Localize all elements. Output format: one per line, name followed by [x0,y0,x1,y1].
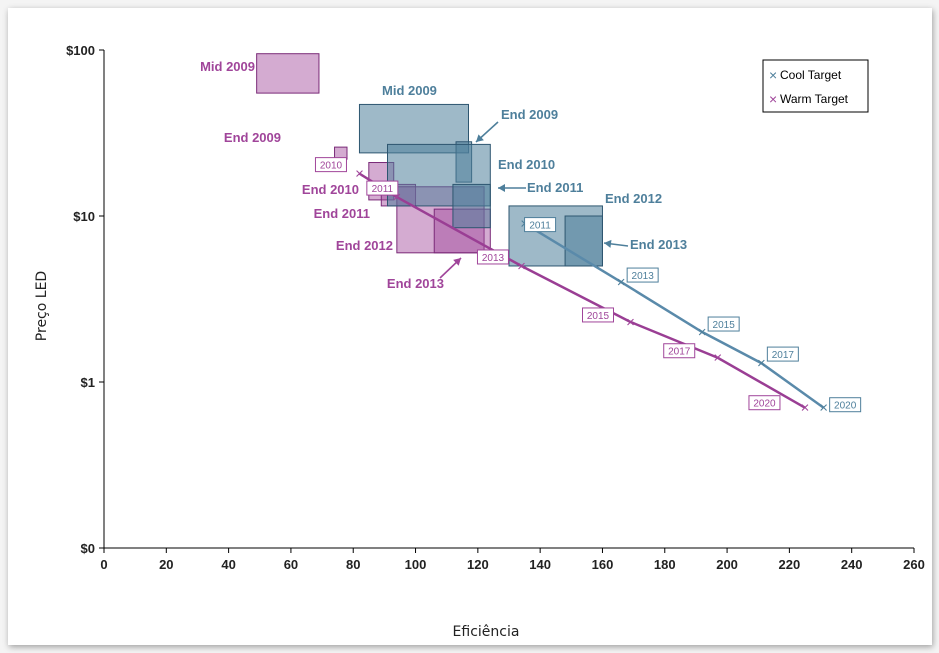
x-tick-label: 80 [346,557,360,572]
box-annotation: End 2010 [498,157,555,172]
box-annotation: End 2012 [605,191,662,206]
year-tag-box [707,316,740,332]
year-tag-label: 2020 [753,399,776,410]
annotation-arrowhead [476,134,484,142]
y-tick-label: $1 [81,375,95,390]
data-box-warm [256,53,320,94]
x-tick-label: 100 [405,557,427,572]
box-annotation: Mid 2009 [200,59,255,74]
annotation-arrowhead [604,239,612,248]
legend-label-cool: Cool Target [780,68,842,82]
year-tag-box [366,180,399,196]
year-tag-label: 2010 [320,161,343,172]
data-point-marker: × [819,400,828,417]
axes: 0 20 40 60 80 100 120 140 160 180 200 220 240 260 $0$… [66,43,925,572]
box-annotation: End 2009 [224,130,281,145]
box-annotation: End 2011 [527,180,583,195]
x-tick-label: 0 [100,557,107,572]
legend: × Cool Target × Warm Target [762,59,869,113]
year-tag-label: 2013 [632,271,655,282]
data-point-marker: × [757,355,766,372]
box-layer [256,53,603,267]
x-tick-label: 220 [779,557,801,572]
year-tag-box [626,267,659,283]
box-annotation: Mid 2009 [382,83,437,98]
box-annotation: End 2010 [302,182,359,197]
year-tag-label: 2017 [668,347,691,358]
data-point-marker: × [517,258,526,275]
year-tag-label: 2015 [587,311,610,322]
x-tick-label: 260 [903,557,925,572]
x-axis-title: Eficiência [453,624,520,640]
year-tag-box [829,397,862,413]
year-tag-label: 2020 [834,401,857,412]
annotation-layer: 2011 2013 2015 2017 2020 2010 2011 2013 2015 2017… [200,59,862,413]
x-ticks: 0 20 40 60 80 100 120 140 160 180 200 220 240 260 [100,548,925,572]
x-tick-label: 60 [284,557,298,572]
x-tick-label: 20 [159,557,173,572]
year-tag-label: 2015 [713,320,736,331]
data-point-marker: × [801,400,810,417]
chart-frame: × × × × × × × × × × × 0 20 40 60 80 100 120 140 160 180 200 2… [8,8,932,645]
year-tag-label: 2017 [772,350,795,361]
data-box-cool [564,215,603,267]
x-tick-label: 200 [716,557,738,572]
box-annotation: End 2012 [336,238,393,253]
annotation-arrowhead [453,258,461,266]
year-tag-label: 2011 [372,184,394,195]
legend-marker-warm: × [769,91,777,107]
x-tick-label: 120 [467,557,489,572]
data-point-marker: × [626,314,635,331]
data-box-cool [452,183,491,229]
year-tag-box [663,343,696,359]
legend-marker-cool: × [769,67,777,83]
box-annotation: End 2013 [630,237,687,252]
year-tag-box [582,307,614,323]
box-annotation: End 2013 [387,276,444,291]
x-tick-label: 180 [654,557,676,572]
data-point-marker: × [713,350,722,367]
y-tick-label: $100 [66,43,95,58]
led-price-efficiency-chart: × × × × × × × × × × × 0 20 40 60 80 100 120 140 160 180 200 2… [34,43,925,640]
x-tick-label: 140 [529,557,551,572]
data-point-marker: × [617,274,626,291]
year-tag-label: 2013 [482,253,505,264]
y-axis-title: Preço LED [34,271,50,341]
year-tag-box [766,346,799,362]
data-point-marker: × [392,189,401,206]
year-tag-box [524,217,557,233]
x-tick-label: 40 [221,557,235,572]
series-line-cool [523,222,825,409]
x-tick-label: 160 [592,557,614,572]
year-tag-label: 2011 [529,221,551,232]
year-tag-box [314,157,347,173]
box-annotation: End 2011 [314,206,370,221]
y-tick-label: $10 [73,209,95,224]
legend-box [762,59,869,113]
year-tag-box [476,249,509,265]
data-point-marker: × [698,324,707,341]
x-tick-label: 240 [841,557,863,572]
y-tick-label: $0 [81,541,95,556]
y-ticks: $0 $1 $10 $100 [66,43,104,556]
legend-label-warm: Warm Target [780,92,849,106]
box-annotation: End 2009 [501,107,558,122]
year-tag-box [748,395,781,411]
annotation-arrowhead [498,184,505,192]
data-point-marker: × [355,166,364,183]
